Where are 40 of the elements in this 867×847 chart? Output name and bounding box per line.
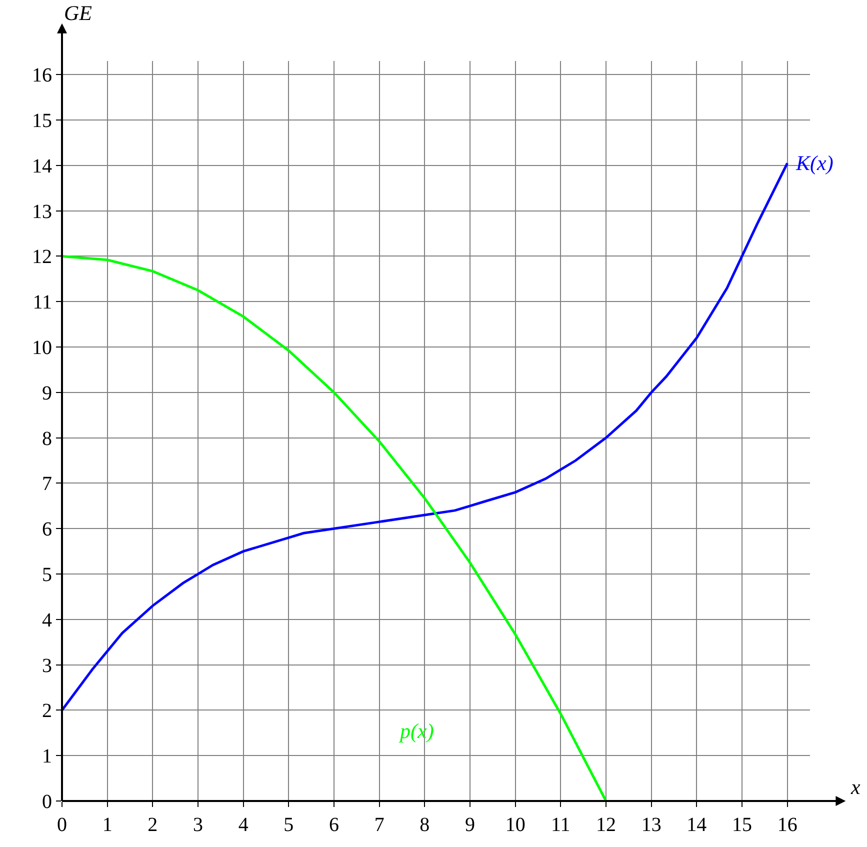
y-tick-label: 16 [32, 64, 52, 87]
x-tick-label: 14 [686, 814, 707, 836]
y-tick-label: 8 [42, 428, 52, 450]
x-axis-title: x [850, 775, 861, 799]
series-label: K(x) [795, 151, 834, 175]
x-tick-label: 9 [465, 814, 475, 836]
y-tick-label: 10 [32, 337, 52, 360]
x-tick-label: 4 [238, 814, 248, 836]
x-tick-label: 3 [193, 814, 203, 836]
y-tick-label: 12 [32, 246, 52, 268]
y-tick-label: 14 [32, 155, 52, 178]
x-tick-label: 2 [148, 814, 158, 836]
y-tick-label: 13 [32, 200, 52, 223]
text: p(x) [398, 719, 434, 743]
line-series [62, 162, 789, 712]
x-tick-label: 8 [420, 814, 430, 836]
x-tick-label: 1 [102, 814, 112, 836]
x-tick-label: 6 [329, 814, 339, 836]
y-tick-label: 4 [42, 609, 52, 632]
x-tick-label: 12 [596, 814, 616, 836]
y-tick-label: 6 [42, 518, 52, 541]
x-tick-label: 16 [777, 814, 798, 836]
x-tick-label: 5 [284, 814, 294, 836]
y-tick-label: 2 [42, 700, 52, 722]
y-tick-label: 3 [42, 654, 52, 677]
y-tick-label: 7 [42, 473, 52, 496]
y-tick-label: 11 [32, 292, 52, 314]
x-tick-label: 0 [57, 814, 67, 836]
y-tick-label: 15 [32, 110, 52, 132]
y-tick-label: 0 [42, 791, 52, 813]
x-tick-label: 11 [551, 814, 570, 836]
y-tick-label: 9 [42, 382, 52, 404]
line-series [62, 254, 608, 801]
y-axis-title: GE [64, 1, 92, 25]
y-tick-label: 5 [42, 564, 52, 586]
x-tick-label: 7 [374, 814, 384, 836]
x-tick-label: 10 [505, 814, 526, 836]
x-tick-label: 13 [641, 814, 662, 836]
x-tick-label: 15 [732, 814, 752, 836]
y-tick-label: 1 [42, 746, 52, 768]
